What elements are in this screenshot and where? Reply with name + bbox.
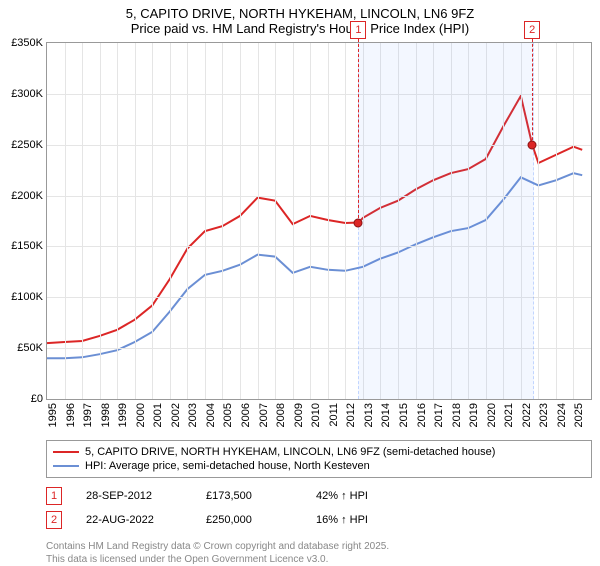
x-axis-label: 2025 — [573, 403, 585, 427]
footer-line-1: Contains HM Land Registry data © Crown c… — [46, 540, 592, 553]
title-line-1: 5, CAPITO DRIVE, NORTH HYKEHAM, LINCOLN,… — [0, 6, 600, 21]
gridline-v — [65, 43, 66, 399]
ownership-period-shade — [358, 43, 534, 399]
y-axis-label: £350K — [11, 37, 43, 49]
x-axis-label: 2016 — [416, 403, 428, 427]
price-chart: £0£50K£100K£150K£200K£250K£300K£350K1995… — [46, 42, 592, 400]
gridline-v — [100, 43, 101, 399]
gridline-v — [538, 43, 539, 399]
transaction-row: 2 22-AUG-2022£250,00016% ↑ HPI — [46, 508, 592, 532]
x-axis-label: 2011 — [328, 403, 340, 427]
x-axis-label: 2017 — [433, 403, 445, 427]
marker-label-1: 1 — [350, 21, 366, 39]
x-axis-label: 2024 — [556, 403, 568, 427]
gridline-v — [573, 43, 574, 399]
x-axis-label: 2009 — [293, 403, 305, 427]
gridline-v — [152, 43, 153, 399]
x-axis-label: 2014 — [380, 403, 392, 427]
gridline-v — [310, 43, 311, 399]
x-axis-label: 2015 — [398, 403, 410, 427]
x-axis-label: 2007 — [258, 403, 270, 427]
x-axis-label: 2012 — [345, 403, 357, 427]
y-axis-label: £50K — [17, 342, 43, 354]
transaction-date: 22-AUG-2022 — [86, 514, 206, 526]
transaction-number: 2 — [46, 511, 62, 529]
x-axis-label: 2022 — [521, 403, 533, 427]
marker-line-1 — [358, 39, 359, 223]
y-axis-label: £0 — [31, 393, 43, 405]
legend-swatch — [53, 451, 79, 453]
gridline-v — [240, 43, 241, 399]
gridline-v — [117, 43, 118, 399]
x-axis-label: 2004 — [205, 403, 217, 427]
x-axis-label: 1998 — [100, 403, 112, 427]
transaction-pct: 42% ↑ HPI — [316, 490, 368, 502]
x-axis-label: 2006 — [240, 403, 252, 427]
x-axis-label: 2020 — [486, 403, 498, 427]
legend-swatch — [53, 465, 79, 467]
gridline-v — [135, 43, 136, 399]
x-axis-label: 2003 — [187, 403, 199, 427]
transaction-pct: 16% ↑ HPI — [316, 514, 368, 526]
y-axis-label: £250K — [11, 139, 43, 151]
x-axis-label: 2019 — [468, 403, 480, 427]
x-axis-label: 2008 — [275, 403, 287, 427]
gridline-v — [82, 43, 83, 399]
gridline-v — [170, 43, 171, 399]
title-line-2: Price paid vs. HM Land Registry's House … — [0, 21, 600, 36]
legend-text: HPI: Average price, semi-detached house,… — [85, 460, 370, 472]
marker-dot-1 — [354, 218, 363, 227]
x-axis-label: 1995 — [47, 403, 59, 427]
x-axis-label: 1997 — [82, 403, 94, 427]
marker-line-2 — [532, 39, 533, 145]
transaction-row: 1 28-SEP-2012£173,50042% ↑ HPI — [46, 484, 592, 508]
transaction-number: 1 — [46, 487, 62, 505]
copyright-footer: Contains HM Land Registry data © Crown c… — [46, 540, 592, 566]
x-axis-label: 2005 — [222, 403, 234, 427]
x-axis-label: 1999 — [117, 403, 129, 427]
legend-text: 5, CAPITO DRIVE, NORTH HYKEHAM, LINCOLN,… — [85, 446, 495, 458]
y-axis-label: £200K — [11, 190, 43, 202]
y-axis-label: £300K — [11, 88, 43, 100]
y-axis-label: £150K — [11, 240, 43, 252]
gridline-v — [556, 43, 557, 399]
x-axis-label: 1996 — [65, 403, 77, 427]
marker-dot-2 — [528, 140, 537, 149]
x-axis-label: 2010 — [310, 403, 322, 427]
x-axis-label: 2023 — [538, 403, 550, 427]
gridline-v — [187, 43, 188, 399]
transaction-price: £173,500 — [206, 490, 316, 502]
x-axis-label: 2000 — [135, 403, 147, 427]
x-axis-label: 2013 — [363, 403, 375, 427]
gridline-v — [222, 43, 223, 399]
gridline-v — [275, 43, 276, 399]
gridline-v — [293, 43, 294, 399]
y-axis-label: £100K — [11, 291, 43, 303]
chart-title: 5, CAPITO DRIVE, NORTH HYKEHAM, LINCOLN,… — [0, 0, 600, 38]
x-axis-label: 2002 — [170, 403, 182, 427]
legend-item: HPI: Average price, semi-detached house,… — [53, 459, 585, 473]
chart-legend: 5, CAPITO DRIVE, NORTH HYKEHAM, LINCOLN,… — [46, 440, 592, 478]
gridline-v — [258, 43, 259, 399]
gridline-v — [205, 43, 206, 399]
gridline-v — [328, 43, 329, 399]
transaction-date: 28-SEP-2012 — [86, 490, 206, 502]
x-axis-label: 2021 — [503, 403, 515, 427]
gridline-v — [345, 43, 346, 399]
legend-item: 5, CAPITO DRIVE, NORTH HYKEHAM, LINCOLN,… — [53, 445, 585, 459]
x-axis-label: 2001 — [152, 403, 164, 427]
x-axis-label: 2018 — [451, 403, 463, 427]
transactions-table: 1 28-SEP-2012£173,50042% ↑ HPI 2 22-AUG-202… — [46, 484, 592, 532]
transaction-price: £250,000 — [206, 514, 316, 526]
marker-label-2: 2 — [524, 21, 540, 39]
